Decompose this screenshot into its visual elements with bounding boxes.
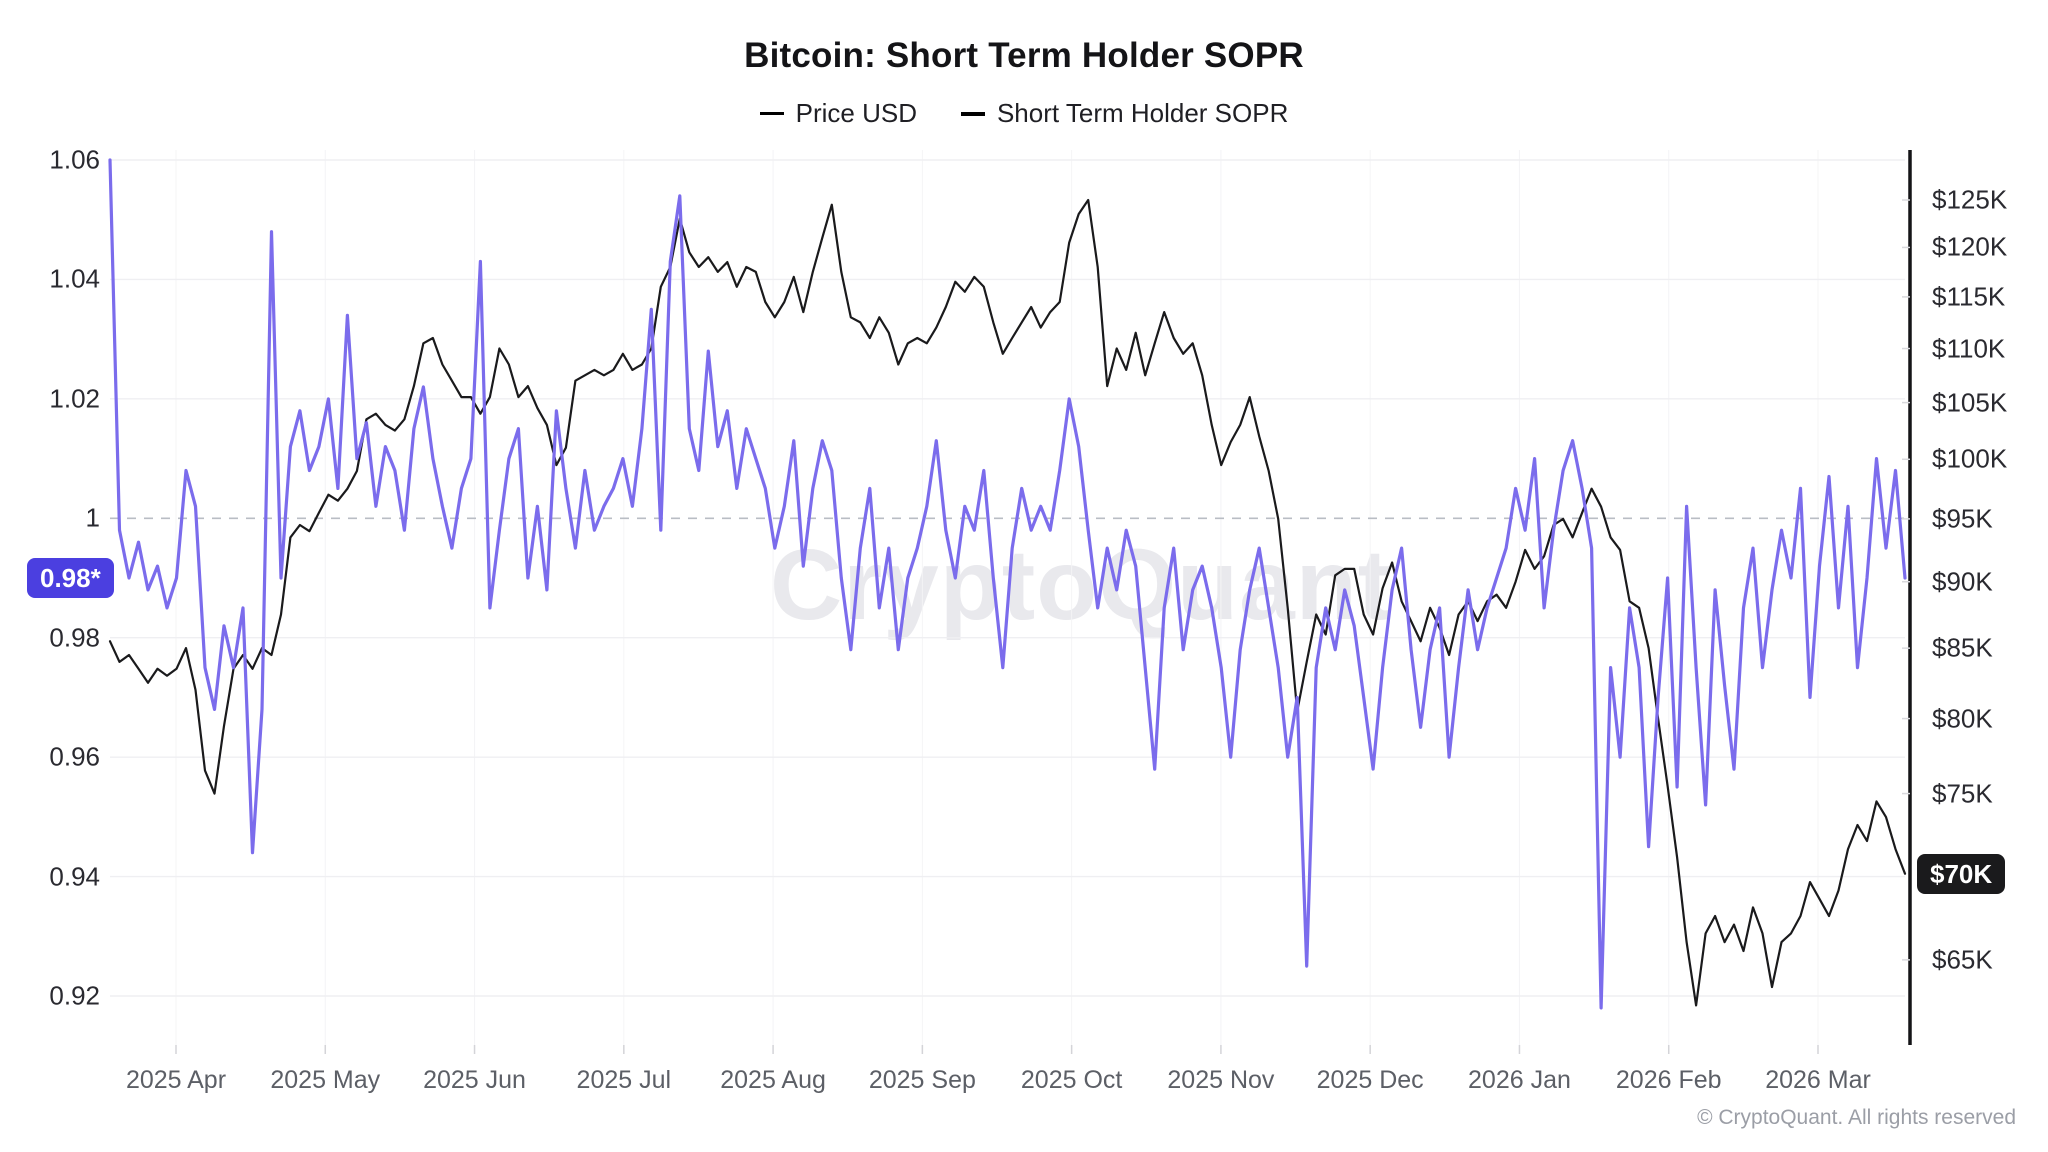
sopr-axis-tick-label: 0.98 (49, 622, 100, 653)
copyright-footer: © CryptoQuant. All rights reserved (1697, 1106, 2016, 1129)
x-axis-tick-label: 2026 Mar (1765, 1066, 1871, 1094)
sopr-axis-tick-label: 0.94 (49, 861, 100, 892)
x-axis-tick-label: 2025 Aug (720, 1066, 826, 1094)
sopr-line (108, 158, 1907, 1010)
legend-item-sopr[interactable]: Short Term Holder SOPR (960, 98, 1289, 129)
legend: Price USD Short Term Holder SOPR (0, 98, 2048, 129)
x-axis-tick-label: 2025 Jul (576, 1066, 672, 1094)
price-axis-tick-label: $125K (1932, 184, 2008, 215)
price-axis-tick-label: $100K (1932, 443, 2008, 474)
price-axis-tick-label: $105K (1932, 387, 2008, 418)
price-axis-tick-label: $85K (1932, 632, 1993, 663)
price-axis-tick-label: $95K (1932, 503, 1993, 534)
legend-item-price[interactable]: Price USD (759, 98, 917, 129)
x-axis-tick-label: 2026 Feb (1615, 1066, 1722, 1094)
price-current-value-badge: $70K (1917, 853, 2006, 894)
price-line (108, 198, 1907, 1007)
x-axis-tick-label: 2026 Jan (1468, 1066, 1571, 1094)
price-axis-tick-label: $110K (1932, 333, 2006, 364)
sopr-axis-tick-label: 1.02 (49, 383, 100, 414)
legend-label-price: Price USD (795, 98, 917, 128)
price-axis-tick-label: $115K (1932, 281, 2006, 312)
x-axis-tick-label: 2025 May (270, 1066, 381, 1094)
page-title: Bitcoin: Short Term Holder SOPR (744, 36, 1304, 75)
x-axis-tick-label: 2025 Jun (423, 1066, 526, 1094)
price-axis-tick-label: $65K (1932, 944, 1993, 975)
price-axis-tick-label: $75K (1932, 778, 1993, 809)
sopr-current-value-badge: 0.98* (27, 558, 114, 598)
sopr-axis-tick-label: 1.04 (49, 263, 100, 294)
sopr-line-swatch-icon (960, 111, 985, 116)
price-axis-tick-label: $80K (1932, 703, 1993, 734)
x-axis-tick-label: 2025 Dec (1316, 1066, 1424, 1094)
sopr-axis-tick-label: 1 (85, 502, 100, 533)
x-axis-tick-label: 2025 Nov (1167, 1066, 1275, 1094)
sopr-axis-tick-label: 0.96 (49, 741, 100, 772)
x-axis-tick-label: 2025 Oct (1020, 1066, 1123, 1094)
sopr-axis-tick-label: 0.92 (49, 980, 100, 1011)
price-axis-tick-label: $120K (1932, 231, 2008, 262)
x-axis-tick-label: 2025 Apr (125, 1066, 227, 1094)
sopr-axis-tick-label: 1.06 (49, 144, 100, 175)
legend-label-sopr: Short Term Holder SOPR (996, 98, 1289, 128)
x-axis-tick-label: 2025 Sep (868, 1066, 976, 1094)
price-line-swatch-icon (759, 112, 784, 115)
price-axis-tick-label: $90K (1932, 566, 1993, 597)
